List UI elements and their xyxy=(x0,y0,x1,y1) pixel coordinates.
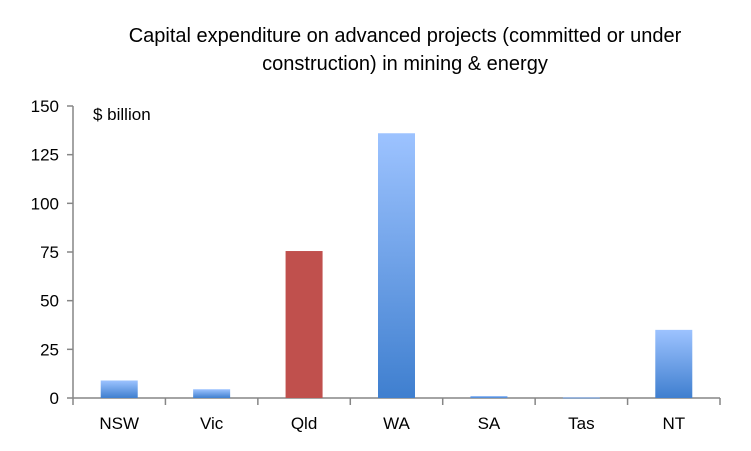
bar-sa xyxy=(470,396,508,398)
y-tick-label: 75 xyxy=(40,243,59,262)
y-tick-label: 25 xyxy=(40,340,59,359)
y-tick-label: 50 xyxy=(40,292,59,311)
chart-title-line-2: construction) in mining & energy xyxy=(262,53,548,75)
bar-nsw xyxy=(100,380,138,398)
bar-wa xyxy=(378,133,415,398)
y-tick-label: 125 xyxy=(31,146,59,165)
x-tick-label: SA xyxy=(478,414,501,433)
x-tick-label: Tas xyxy=(568,414,594,433)
y-tick-label: 100 xyxy=(31,194,59,213)
y-axis-label: $ billion xyxy=(93,105,151,124)
y-tick-label: 150 xyxy=(31,97,59,116)
x-tick-label: NT xyxy=(662,414,685,433)
bar-vic xyxy=(193,389,231,398)
y-tick-label: 0 xyxy=(50,389,59,408)
x-tick-label: NSW xyxy=(99,414,139,433)
x-tick-label: WA xyxy=(383,414,410,433)
x-tick-label: Vic xyxy=(200,414,224,433)
bar-nt xyxy=(655,329,693,398)
chart-title-line-1: Capital expenditure on advanced projects… xyxy=(129,25,682,47)
bar-qld xyxy=(285,251,323,398)
bar-tas xyxy=(562,397,600,399)
x-tick-label: Qld xyxy=(291,414,317,433)
